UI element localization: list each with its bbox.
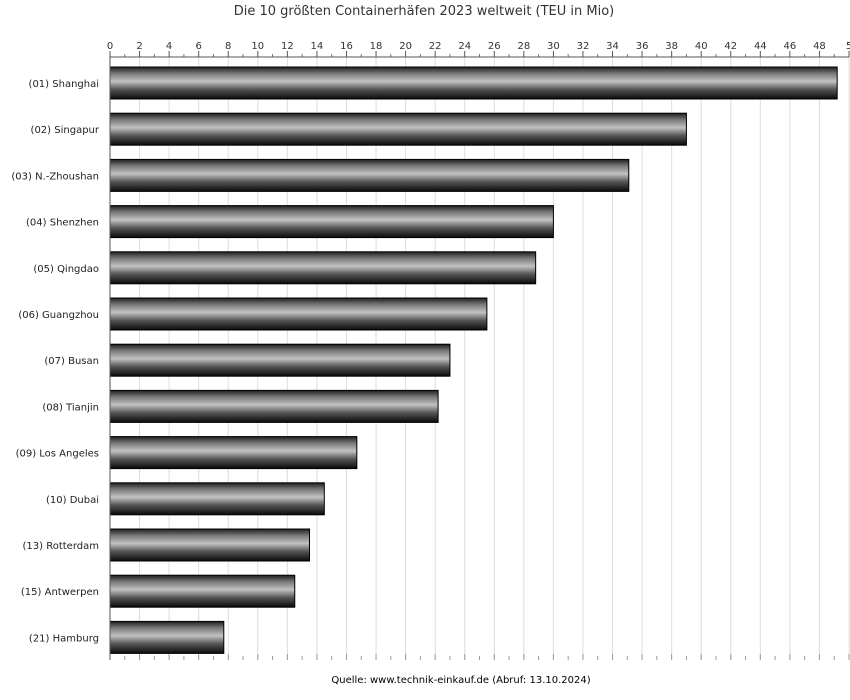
- category-label: (06) Guangzhou: [18, 310, 99, 321]
- category-label: (04) Shenzhen: [26, 218, 99, 229]
- x-tick-label: 28: [517, 41, 530, 52]
- x-tick-label: 6: [195, 41, 201, 52]
- bar: [109, 574, 296, 608]
- grid-lines: [109, 57, 850, 660]
- x-tick-label: 30: [547, 41, 560, 52]
- x-axis-ticks: 0 2 4 6 8 10 12 14 16 18 20 22 24 26 28 30 32 34 36 38 40 42 4…: [107, 41, 850, 660]
- x-tick-label: 5: [846, 41, 850, 52]
- x-tick-label: 14: [311, 41, 324, 52]
- category-label: (09) Los Angeles: [16, 449, 99, 460]
- x-tick-label: 48: [813, 41, 826, 52]
- category-label: (03) N.-Zhoushan: [11, 171, 99, 182]
- x-tick-label: 0: [107, 41, 113, 52]
- category-label: (02) Singapur: [31, 125, 100, 136]
- x-tick-label: 36: [636, 41, 649, 52]
- category-label: (07) Busan: [44, 356, 99, 367]
- bar: [109, 112, 687, 146]
- category-labels: (01) Shanghai (02) Singapur (03) N.-Zhoush…: [11, 79, 100, 644]
- x-tick-label: 20: [399, 41, 412, 52]
- category-label: (08) Tianjin: [42, 402, 99, 413]
- x-tick-label: 46: [784, 41, 797, 52]
- x-tick-label: 44: [754, 41, 767, 52]
- bars: [109, 66, 838, 654]
- category-label: (10) Dubai: [46, 495, 99, 506]
- bar: [109, 297, 488, 331]
- x-tick-label: 12: [281, 41, 294, 52]
- category-label: (05) Qingdao: [33, 264, 99, 275]
- x-tick-label: 10: [251, 41, 264, 52]
- x-tick-label: 26: [488, 41, 501, 52]
- chart-title: Die 10 größten Containerhäfen 2023 weltw…: [234, 4, 615, 19]
- bar: [109, 205, 554, 239]
- x-tick-label: 16: [340, 41, 353, 52]
- category-label: (15) Antwerpen: [21, 587, 99, 598]
- bar: [109, 389, 439, 423]
- bar: [109, 251, 537, 285]
- bar: [109, 482, 325, 516]
- x-tick-label: 22: [429, 41, 442, 52]
- bar: [109, 343, 451, 377]
- x-tick-label: 4: [166, 41, 172, 52]
- bar: [109, 436, 358, 470]
- x-tick-label: 24: [458, 41, 471, 52]
- x-tick-label: 8: [225, 41, 231, 52]
- x-tick-label: 18: [370, 41, 383, 52]
- bar: [109, 158, 630, 192]
- x-tick-label: 42: [724, 41, 737, 52]
- bar: [109, 66, 838, 100]
- x-tick-label: 38: [665, 41, 678, 52]
- category-label: (13) Rotterdam: [23, 541, 99, 552]
- bar: [109, 620, 225, 654]
- category-label: (21) Hamburg: [29, 633, 99, 644]
- x-tick-label: 32: [577, 41, 590, 52]
- x-tick-label: 34: [606, 41, 619, 52]
- category-label: (01) Shanghai: [29, 79, 99, 90]
- source-note: Quelle: www.technik-einkauf.de (Abruf: 1…: [331, 675, 590, 686]
- x-tick-label: 2: [136, 41, 142, 52]
- bar: [109, 528, 311, 562]
- x-tick-label: 40: [695, 41, 708, 52]
